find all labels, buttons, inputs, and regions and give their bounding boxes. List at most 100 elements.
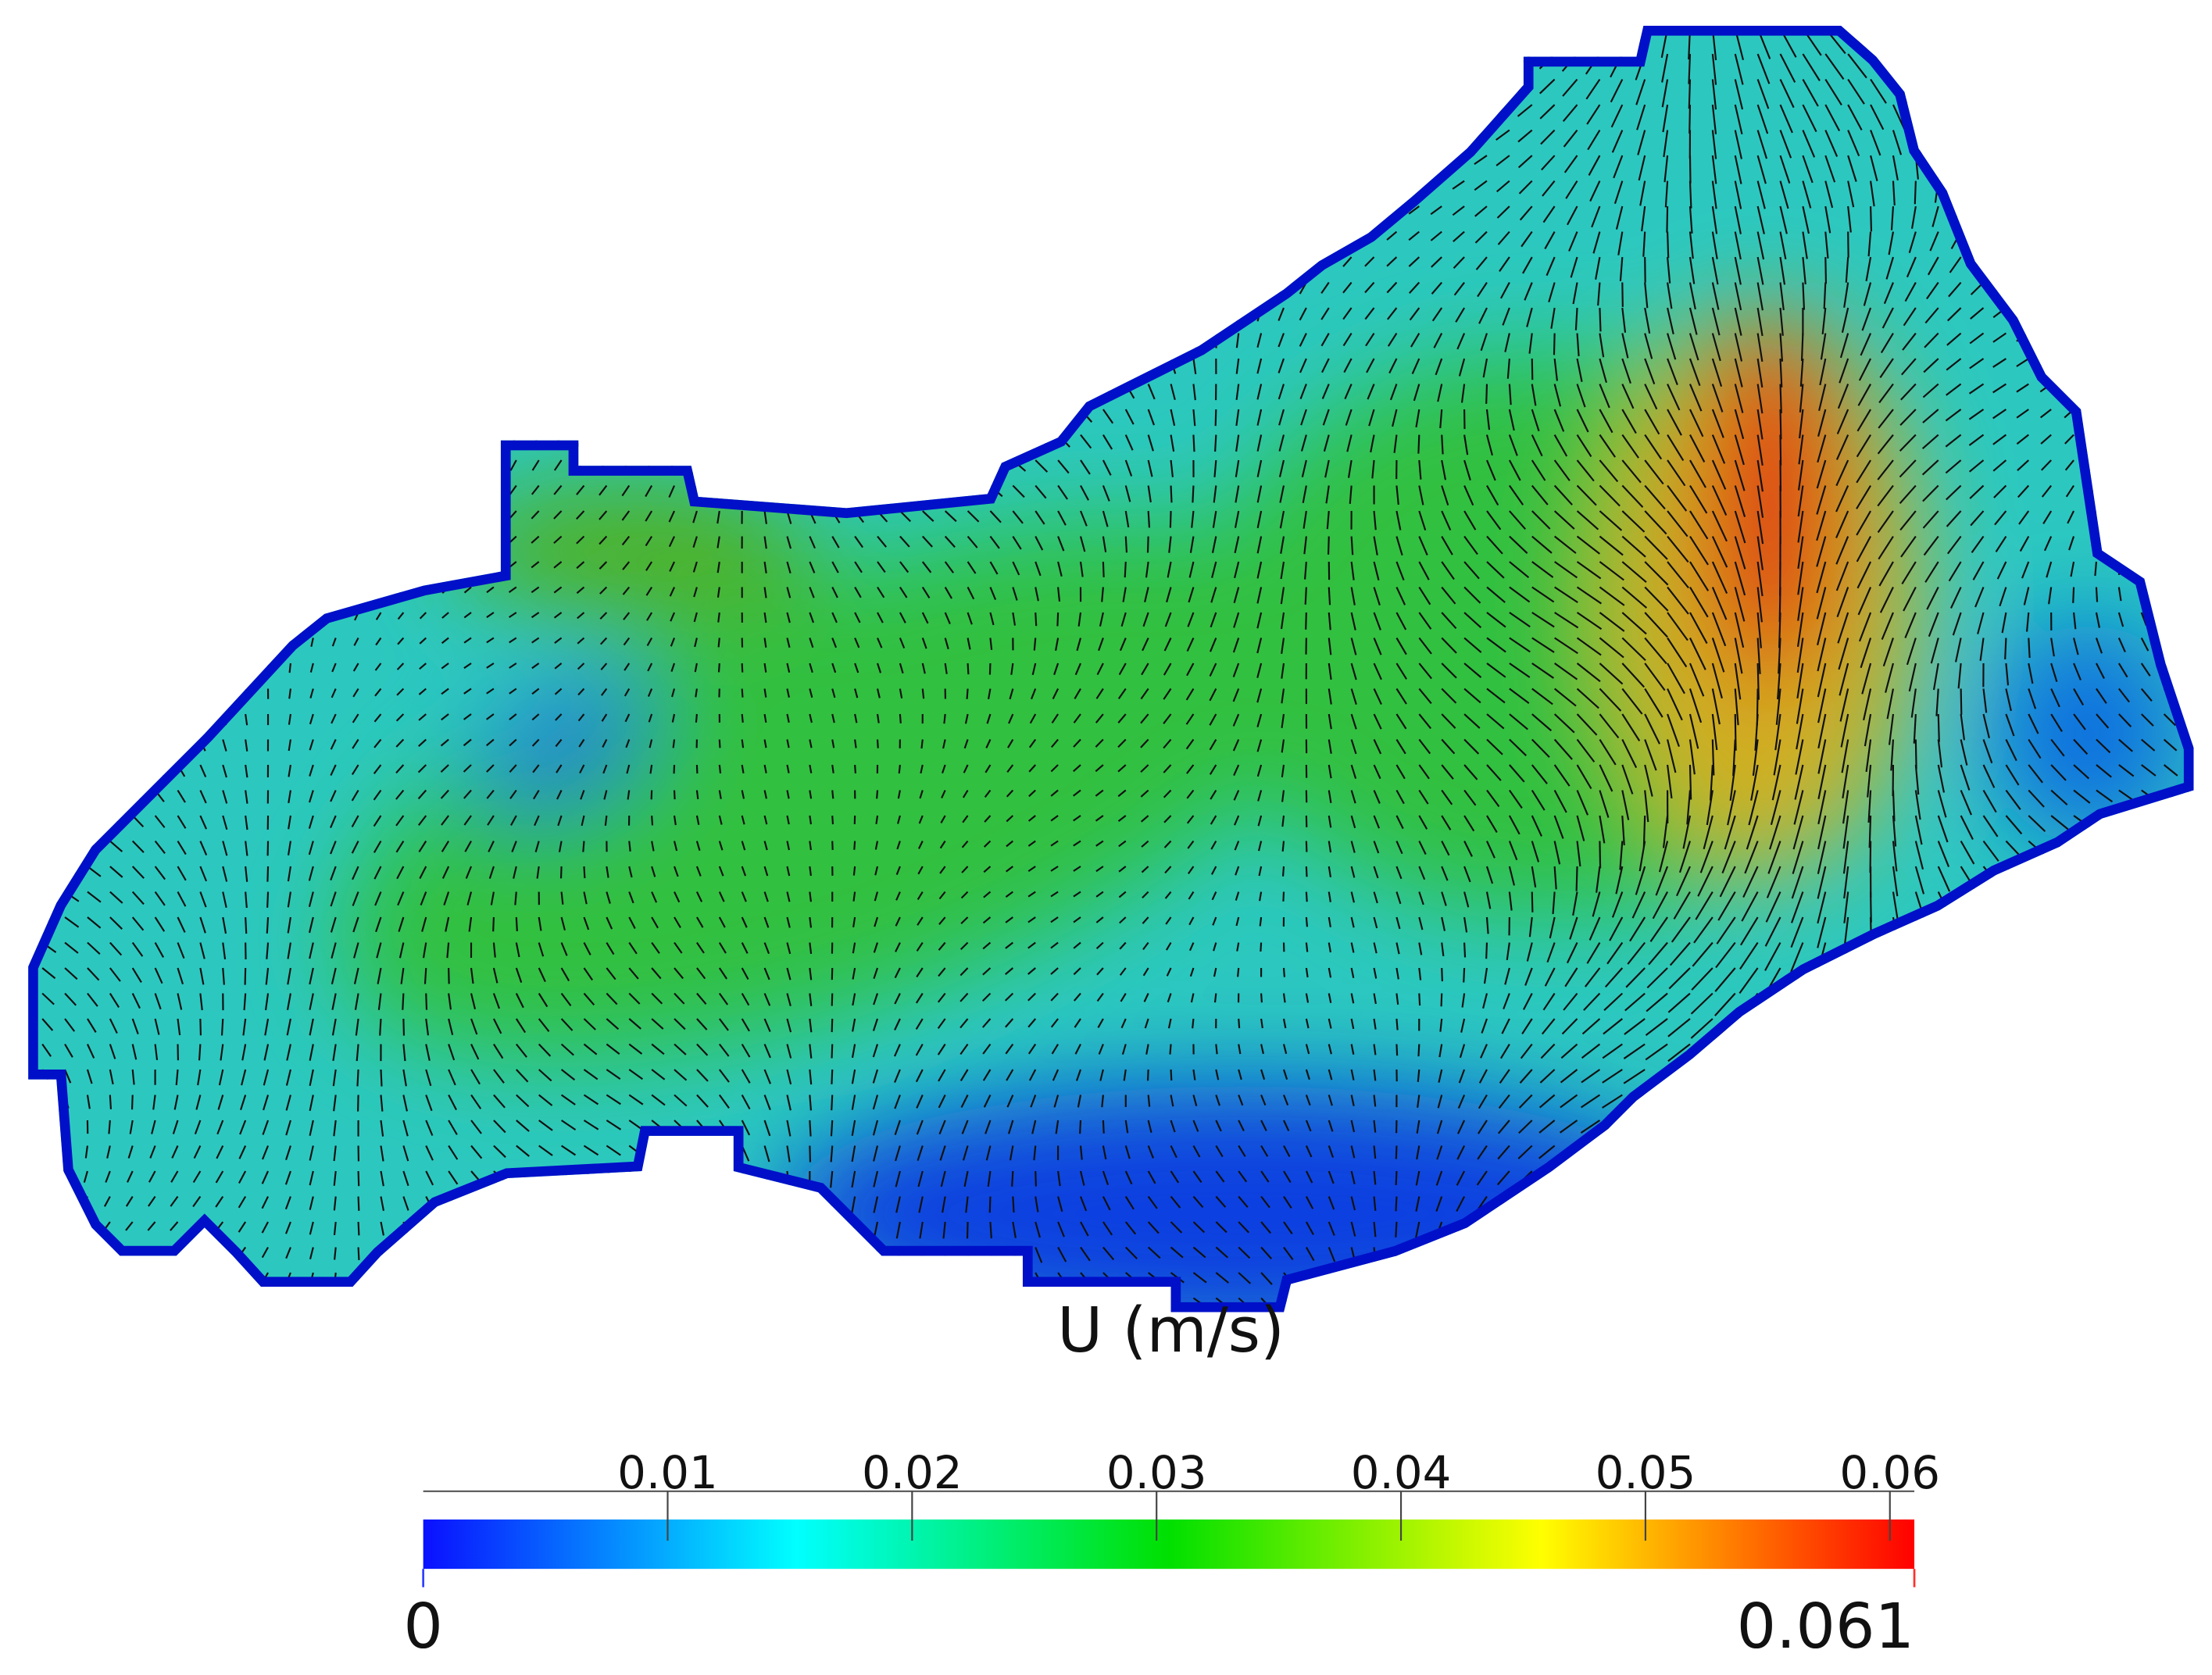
vector-glyph <box>1531 359 1534 380</box>
vector-glyph <box>289 384 297 395</box>
vector-glyph <box>1779 53 1796 83</box>
vector-glyph <box>1688 384 1703 412</box>
vector-glyph <box>1711 688 1721 725</box>
vector-glyph <box>1981 1272 1985 1290</box>
vector-glyph <box>402 1044 406 1062</box>
vector-glyph <box>199 993 203 1011</box>
vector-glyph <box>2023 130 2030 149</box>
vector-glyph <box>741 764 745 773</box>
vector-glyph <box>177 815 187 829</box>
vector-glyph <box>718 916 726 928</box>
vector-glyph <box>288 790 291 804</box>
vector-glyph <box>1741 1094 1759 1120</box>
vector-glyph <box>1283 1170 1292 1183</box>
vector-glyph <box>966 1221 969 1239</box>
vector-glyph <box>1215 1272 1230 1284</box>
vector-glyph <box>1982 967 1999 987</box>
vector-glyph <box>1553 866 1557 890</box>
vector-glyph <box>847 78 856 89</box>
vector-glyph <box>59 1221 66 1232</box>
vector-glyph <box>763 409 767 426</box>
vector-glyph <box>538 1043 552 1057</box>
vector-glyph <box>1817 739 1827 774</box>
vector-glyph <box>1667 282 1673 309</box>
vector-glyph <box>222 764 227 778</box>
vector-glyph <box>2044 1272 2053 1285</box>
vector-glyph <box>1452 180 1465 190</box>
vector-glyph <box>516 155 529 168</box>
vector-glyph <box>1120 612 1127 627</box>
vector-glyph <box>1236 942 1240 952</box>
vector-glyph <box>962 789 969 798</box>
vector-glyph <box>899 638 906 649</box>
vector-glyph <box>1147 384 1156 400</box>
vector-glyph <box>2140 713 2154 727</box>
vector-glyph <box>2046 104 2053 124</box>
vector-glyph <box>872 1018 879 1031</box>
vector-glyph <box>786 384 792 401</box>
vector-glyph <box>854 638 860 648</box>
vector-glyph <box>741 688 744 698</box>
vector-glyph <box>944 612 951 624</box>
vector-glyph <box>1499 1043 1510 1059</box>
vector-glyph <box>1431 281 1443 295</box>
vector-glyph <box>87 1018 97 1033</box>
vector-glyph <box>1835 485 1849 512</box>
vector-glyph <box>1305 1095 1311 1106</box>
vector-glyph <box>1540 1272 1556 1292</box>
vector-glyph <box>80 307 88 318</box>
vector-glyph <box>577 612 585 620</box>
vector-glyph <box>37 510 44 520</box>
vector-glyph <box>1802 155 1814 184</box>
vector-glyph <box>852 916 856 928</box>
vector-glyph <box>64 992 77 1006</box>
vector-glyph <box>1667 739 1677 773</box>
vector-glyph <box>553 561 563 569</box>
vector-glyph <box>1856 484 1871 509</box>
vector-glyph <box>516 53 527 66</box>
vector-glyph <box>1883 282 1894 305</box>
vector-glyph <box>1279 485 1285 503</box>
vector-glyph <box>1773 739 1781 776</box>
vector-glyph <box>312 510 315 520</box>
vector-glyph <box>786 841 790 851</box>
vector-glyph <box>531 738 540 747</box>
vector-glyph <box>425 332 434 346</box>
vector-glyph <box>1057 536 1065 552</box>
vector-glyph <box>1342 307 1353 320</box>
vector-glyph <box>1328 891 1331 902</box>
vector-glyph <box>516 1246 527 1259</box>
vector-glyph <box>691 459 698 474</box>
vector-glyph <box>1074 662 1081 676</box>
vector-glyph <box>2159 409 2165 420</box>
vector-glyph <box>1538 1145 1556 1159</box>
vector-glyph <box>1711 231 1718 259</box>
vector-glyph <box>1606 941 1624 965</box>
vector-glyph <box>1602 1043 1623 1059</box>
vector-glyph <box>1892 1044 1899 1070</box>
vector-glyph <box>2028 1120 2034 1137</box>
vector-glyph <box>651 1145 666 1158</box>
vector-glyph <box>2048 587 2053 605</box>
vector-glyph <box>238 1170 247 1184</box>
vector-glyph <box>380 155 395 166</box>
vector-glyph <box>670 307 676 325</box>
vector-glyph <box>1410 332 1420 348</box>
vector-glyph <box>1163 738 1172 749</box>
vector-glyph <box>1368 409 1375 427</box>
vector-glyph <box>310 612 314 622</box>
vector-glyph <box>1756 256 1764 285</box>
vector-glyph <box>1824 130 1839 157</box>
vector-glyph <box>154 738 163 752</box>
vector-glyph <box>2117 587 2122 602</box>
vector-glyph <box>289 434 295 445</box>
vector-glyph <box>2156 180 2165 195</box>
vector-glyph <box>922 434 937 446</box>
vector-glyph <box>1430 230 1442 241</box>
vector-glyph <box>1960 79 1970 102</box>
vector-glyph <box>57 307 66 317</box>
vector-glyph <box>154 536 157 545</box>
vector-glyph <box>1982 713 1990 739</box>
vector-glyph <box>1418 662 1432 680</box>
vector-glyph <box>2135 1170 2142 1183</box>
